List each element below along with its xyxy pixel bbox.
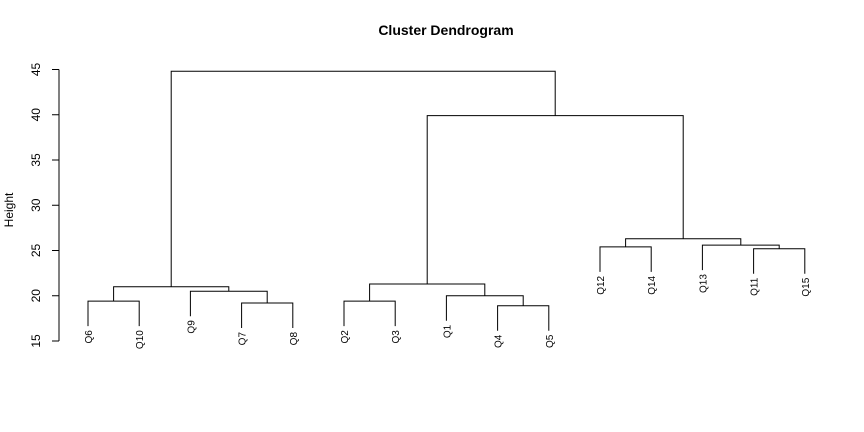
y-tick-label: 15 [29,334,43,348]
leaf-label: Q4 [494,334,505,348]
merge-branch [343,300,396,327]
chart-title: Cluster Dendrogram [378,22,513,38]
merge-branch [189,290,268,317]
merge-branch [497,305,550,331]
merge-branch [599,246,652,272]
leaf-label: Q12 [596,275,607,294]
merge-branch [87,300,140,327]
y-tick-label: 35 [29,153,43,167]
leaf-label: Q11 [750,277,761,296]
y-tick-label: 25 [29,244,43,258]
leaf-labels: Q6 Q10 Q9 Q7 Q8 Q2 Q3 Q1 Q4 Q5 Q12 Q14 Q13 Q11 Q15 [84,274,812,349]
leaf-label: Q7 [238,332,249,346]
leaf-label: Q9 [186,320,197,334]
leaf-label: Q1 [442,324,453,338]
leaf-label: Q8 [289,332,300,346]
y-tick-label: 45 [29,63,43,77]
y-axis: 15 20 25 30 35 40 45 [29,63,60,348]
leaf-label: Q6 [84,330,95,344]
y-tick-label: 30 [29,198,43,212]
merge-branch [170,70,556,287]
merge-branch [445,295,524,321]
merge-branch [625,238,742,247]
leaf-label: Q14 [647,275,658,294]
y-tick-label: 40 [29,108,43,122]
leaf-label: Q15 [801,277,812,296]
merge-branch [241,302,294,328]
dendrogram-branches [87,70,806,331]
merge-branch [426,115,684,284]
merge-branch [113,286,230,302]
leaf-label: Q3 [391,330,402,344]
leaf-label: Q2 [340,330,351,344]
leaf-label: Q10 [135,330,146,349]
leaf-label: Q13 [698,274,709,293]
y-tick-label: 20 [29,289,43,303]
y-axis-label: Height [2,192,16,227]
merge-branch [753,248,806,274]
leaf-label: Q5 [545,334,556,348]
merge-branch [369,283,486,302]
